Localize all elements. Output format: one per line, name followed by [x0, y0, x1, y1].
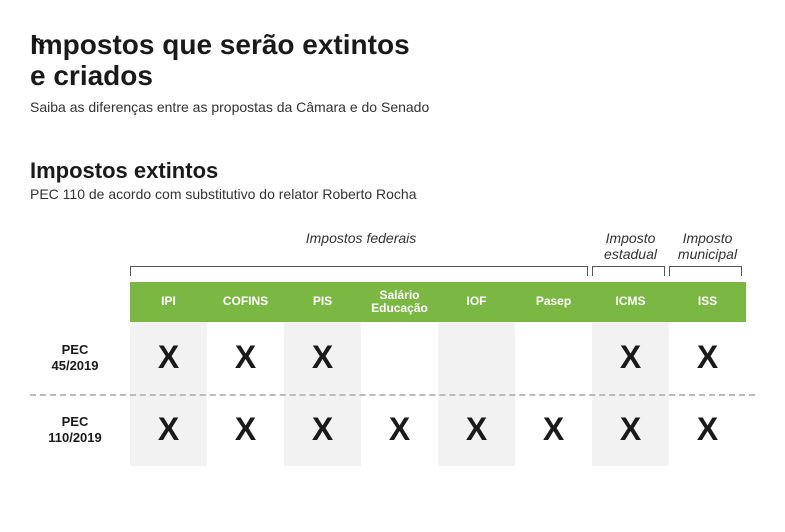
group-label-municipal: Imposto municipal: [669, 230, 746, 266]
row-label-bottom: 110/2019: [48, 430, 102, 446]
cell: X: [438, 394, 515, 466]
cell: X: [284, 322, 361, 394]
bracket-municipal: [669, 266, 742, 276]
col-icms: ICMS X X: [592, 282, 669, 466]
section-title: Impostos extintos: [30, 158, 755, 184]
col-header: Salário Educação: [361, 282, 438, 322]
col-iof: IOF X: [438, 282, 515, 466]
col-header: PIS: [284, 282, 361, 322]
row-label-top: PEC: [62, 342, 89, 358]
cell: [438, 322, 515, 394]
col-cofins: COFINS X X: [207, 282, 284, 466]
page-title: Impostos que serão extintos e criados: [30, 30, 430, 92]
row-label-pec110: PEC 110/2019: [30, 394, 130, 466]
section-subtitle: PEC 110 de acordo com substitutivo do re…: [30, 186, 755, 202]
bracket-estadual: [592, 266, 665, 276]
col-salario: Salário Educação X: [361, 282, 438, 466]
group-label-estadual: Imposto estadual: [592, 230, 669, 266]
col-header: ISS: [669, 282, 746, 322]
cell: X: [669, 394, 746, 466]
col-header: COFINS: [207, 282, 284, 322]
row-label-pec45: PEC 45/2019: [30, 322, 130, 394]
col-header: ICMS: [592, 282, 669, 322]
row-divider: [30, 394, 755, 396]
col-pis: PIS X X: [284, 282, 361, 466]
group-label-federal: Impostos federais: [130, 230, 592, 266]
row-labels: PEC 45/2019 PEC 110/2019: [30, 282, 130, 466]
bracket-federal: [130, 266, 588, 276]
cell: X: [669, 322, 746, 394]
col-pasep: Pasep X: [515, 282, 592, 466]
row-label-bottom: 45/2019: [52, 358, 99, 374]
columns: IPI X X COFINS X X PIS X X Salário Educa…: [130, 282, 755, 466]
page-subtitle: Saiba as diferenças entre as propostas d…: [30, 98, 755, 116]
row-label-top: PEC: [62, 414, 89, 430]
tax-table: Impostos federais Imposto estadual Impos…: [30, 230, 755, 466]
cell: [515, 322, 592, 394]
cell: X: [361, 394, 438, 466]
cell: X: [515, 394, 592, 466]
table-body: PEC 45/2019 PEC 110/2019 IPI X X COFINS …: [30, 282, 755, 466]
column-group-labels: Impostos federais Imposto estadual Impos…: [130, 230, 755, 266]
col-header: Pasep: [515, 282, 592, 322]
cell: X: [592, 394, 669, 466]
col-iss: ISS X X: [669, 282, 746, 466]
cell: X: [207, 322, 284, 394]
col-header: IOF: [438, 282, 515, 322]
cell: X: [130, 394, 207, 466]
col-ipi: IPI X X: [130, 282, 207, 466]
cell: X: [284, 394, 361, 466]
cell: [361, 322, 438, 394]
cell: X: [207, 394, 284, 466]
col-header: IPI: [130, 282, 207, 322]
column-group-brackets: [130, 266, 755, 276]
row-label-header-spacer: [30, 282, 130, 322]
cell: X: [130, 322, 207, 394]
cell: X: [592, 322, 669, 394]
